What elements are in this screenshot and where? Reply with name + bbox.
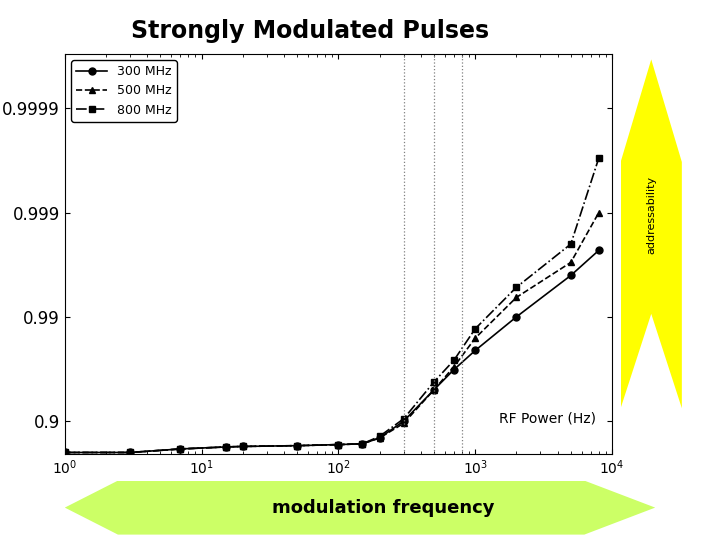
Line: 500 MHz: 500 MHz (61, 209, 602, 456)
500 MHz (471, 335, 480, 341)
300 MHz (430, 387, 438, 393)
Text: modulation frequency: modulation frequency (272, 498, 495, 517)
Text: RF Power (Hz): RF Power (Hz) (498, 411, 595, 426)
500 MHz (293, 442, 302, 449)
800 MHz (595, 155, 603, 161)
300 MHz (126, 449, 135, 456)
500 MHz (567, 259, 575, 266)
300 MHz (293, 442, 302, 449)
300 MHz (595, 247, 603, 254)
300 MHz (567, 272, 575, 279)
Line: 300 MHz: 300 MHz (61, 247, 602, 456)
Legend: 300 MHz, 500 MHz, 800 MHz: 300 MHz, 500 MHz, 800 MHz (71, 60, 177, 122)
300 MHz (358, 441, 366, 447)
Text: addressability: addressability (647, 176, 656, 254)
800 MHz (238, 443, 247, 450)
500 MHz (238, 443, 247, 450)
500 MHz (430, 387, 438, 393)
800 MHz (293, 442, 302, 449)
500 MHz (375, 435, 384, 441)
300 MHz (512, 314, 521, 320)
300 MHz (400, 418, 408, 424)
800 MHz (334, 441, 343, 448)
800 MHz (567, 241, 575, 247)
500 MHz (358, 441, 366, 447)
500 MHz (126, 449, 135, 456)
300 MHz (375, 435, 384, 441)
800 MHz (126, 449, 135, 456)
500 MHz (334, 441, 343, 448)
300 MHz (238, 443, 247, 450)
800 MHz (358, 441, 366, 447)
Line: 800 MHz: 800 MHz (61, 155, 602, 456)
800 MHz (400, 416, 408, 422)
800 MHz (471, 326, 480, 332)
300 MHz (450, 366, 459, 373)
500 MHz (60, 449, 69, 456)
800 MHz (512, 284, 521, 291)
300 MHz (60, 449, 69, 456)
500 MHz (512, 294, 521, 301)
Text: Strongly Modulated Pulses: Strongly Modulated Pulses (130, 19, 489, 43)
Polygon shape (65, 481, 655, 535)
800 MHz (375, 433, 384, 440)
800 MHz (450, 357, 459, 363)
500 MHz (176, 446, 185, 452)
800 MHz (60, 449, 69, 456)
300 MHz (471, 347, 480, 354)
800 MHz (176, 446, 185, 452)
500 MHz (221, 444, 230, 450)
500 MHz (400, 420, 408, 427)
Polygon shape (621, 59, 682, 408)
500 MHz (595, 210, 603, 216)
800 MHz (221, 444, 230, 450)
800 MHz (430, 379, 438, 385)
500 MHz (450, 363, 459, 370)
300 MHz (176, 446, 185, 452)
300 MHz (221, 444, 230, 450)
300 MHz (334, 441, 343, 448)
